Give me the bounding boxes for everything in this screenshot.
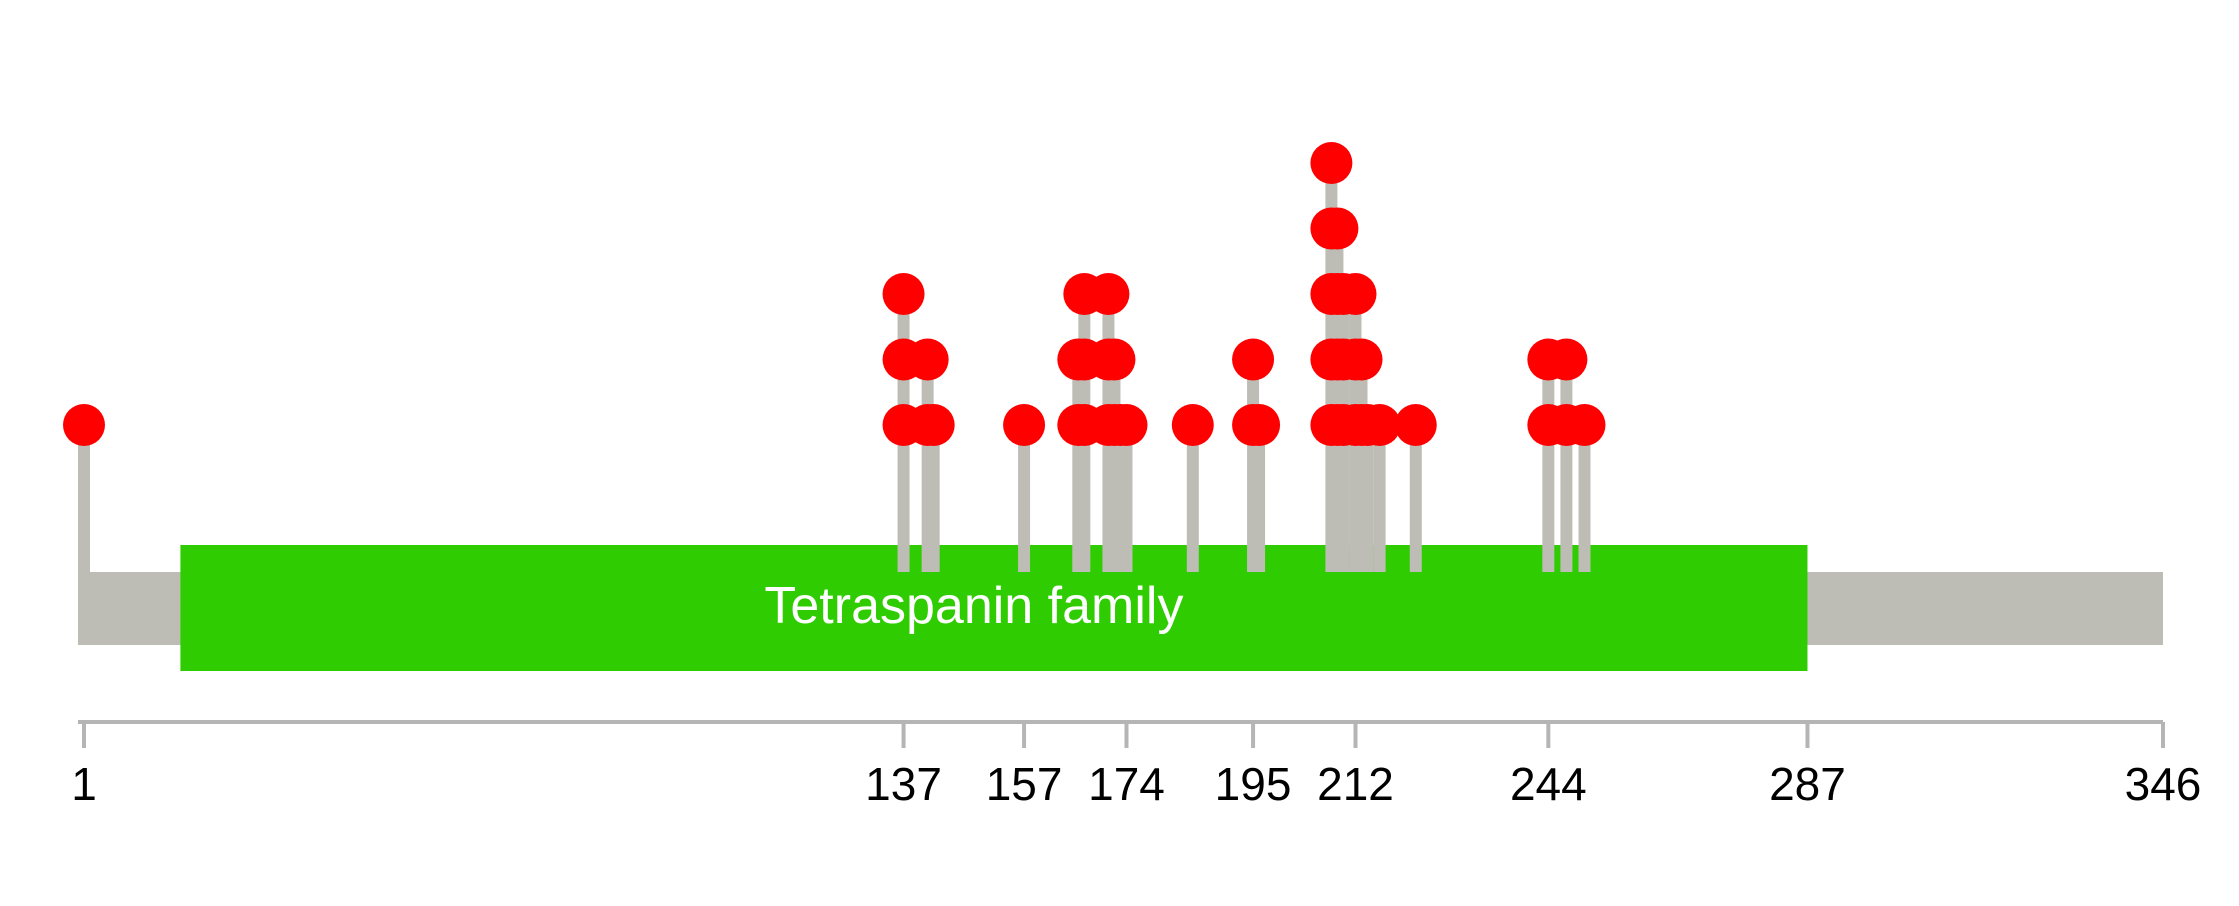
mutation-dot	[1394, 404, 1437, 446]
axis-tick-label: 1	[71, 758, 97, 810]
mutation-dot	[1334, 273, 1377, 315]
axis-ticks: 1 137 157 174 195 212 244 287 346	[71, 722, 2201, 810]
mutation-dot	[1087, 273, 1130, 315]
domain-tetraspanin	[180, 545, 1808, 671]
mutation-dot	[1310, 142, 1353, 184]
axis-tick-label: 287	[1769, 758, 1846, 810]
mutation-dot	[1340, 338, 1383, 381]
mutation-dot	[63, 404, 105, 446]
axis-tick-label: 137	[865, 758, 942, 810]
mutation-dot	[1232, 338, 1275, 381]
mutation-dot	[1238, 404, 1281, 446]
mutation-dot	[1003, 404, 1046, 446]
axis-tick-label: 174	[1088, 758, 1165, 810]
mutation-dot	[1358, 404, 1401, 446]
mutation-dot	[912, 404, 955, 446]
mutation-dot	[882, 273, 925, 315]
axis-tick-label: 157	[986, 758, 1063, 810]
axis-tick-label: 244	[1510, 758, 1587, 810]
mutation-dot	[1316, 207, 1359, 250]
axis-tick-label: 212	[1317, 758, 1394, 810]
domain-label: Tetraspanin family	[764, 577, 1183, 635]
mutation-dots	[63, 142, 1606, 446]
mutation-dot	[1563, 404, 1606, 446]
mutation-dot	[1545, 338, 1588, 381]
axis-tick-label: 346	[2125, 758, 2202, 810]
mutation-dot	[1171, 404, 1214, 446]
mutation-dot	[906, 338, 949, 381]
mutation-dot	[1105, 404, 1148, 446]
axis-tick-label: 195	[1215, 758, 1292, 810]
mutation-dot	[1093, 338, 1136, 381]
